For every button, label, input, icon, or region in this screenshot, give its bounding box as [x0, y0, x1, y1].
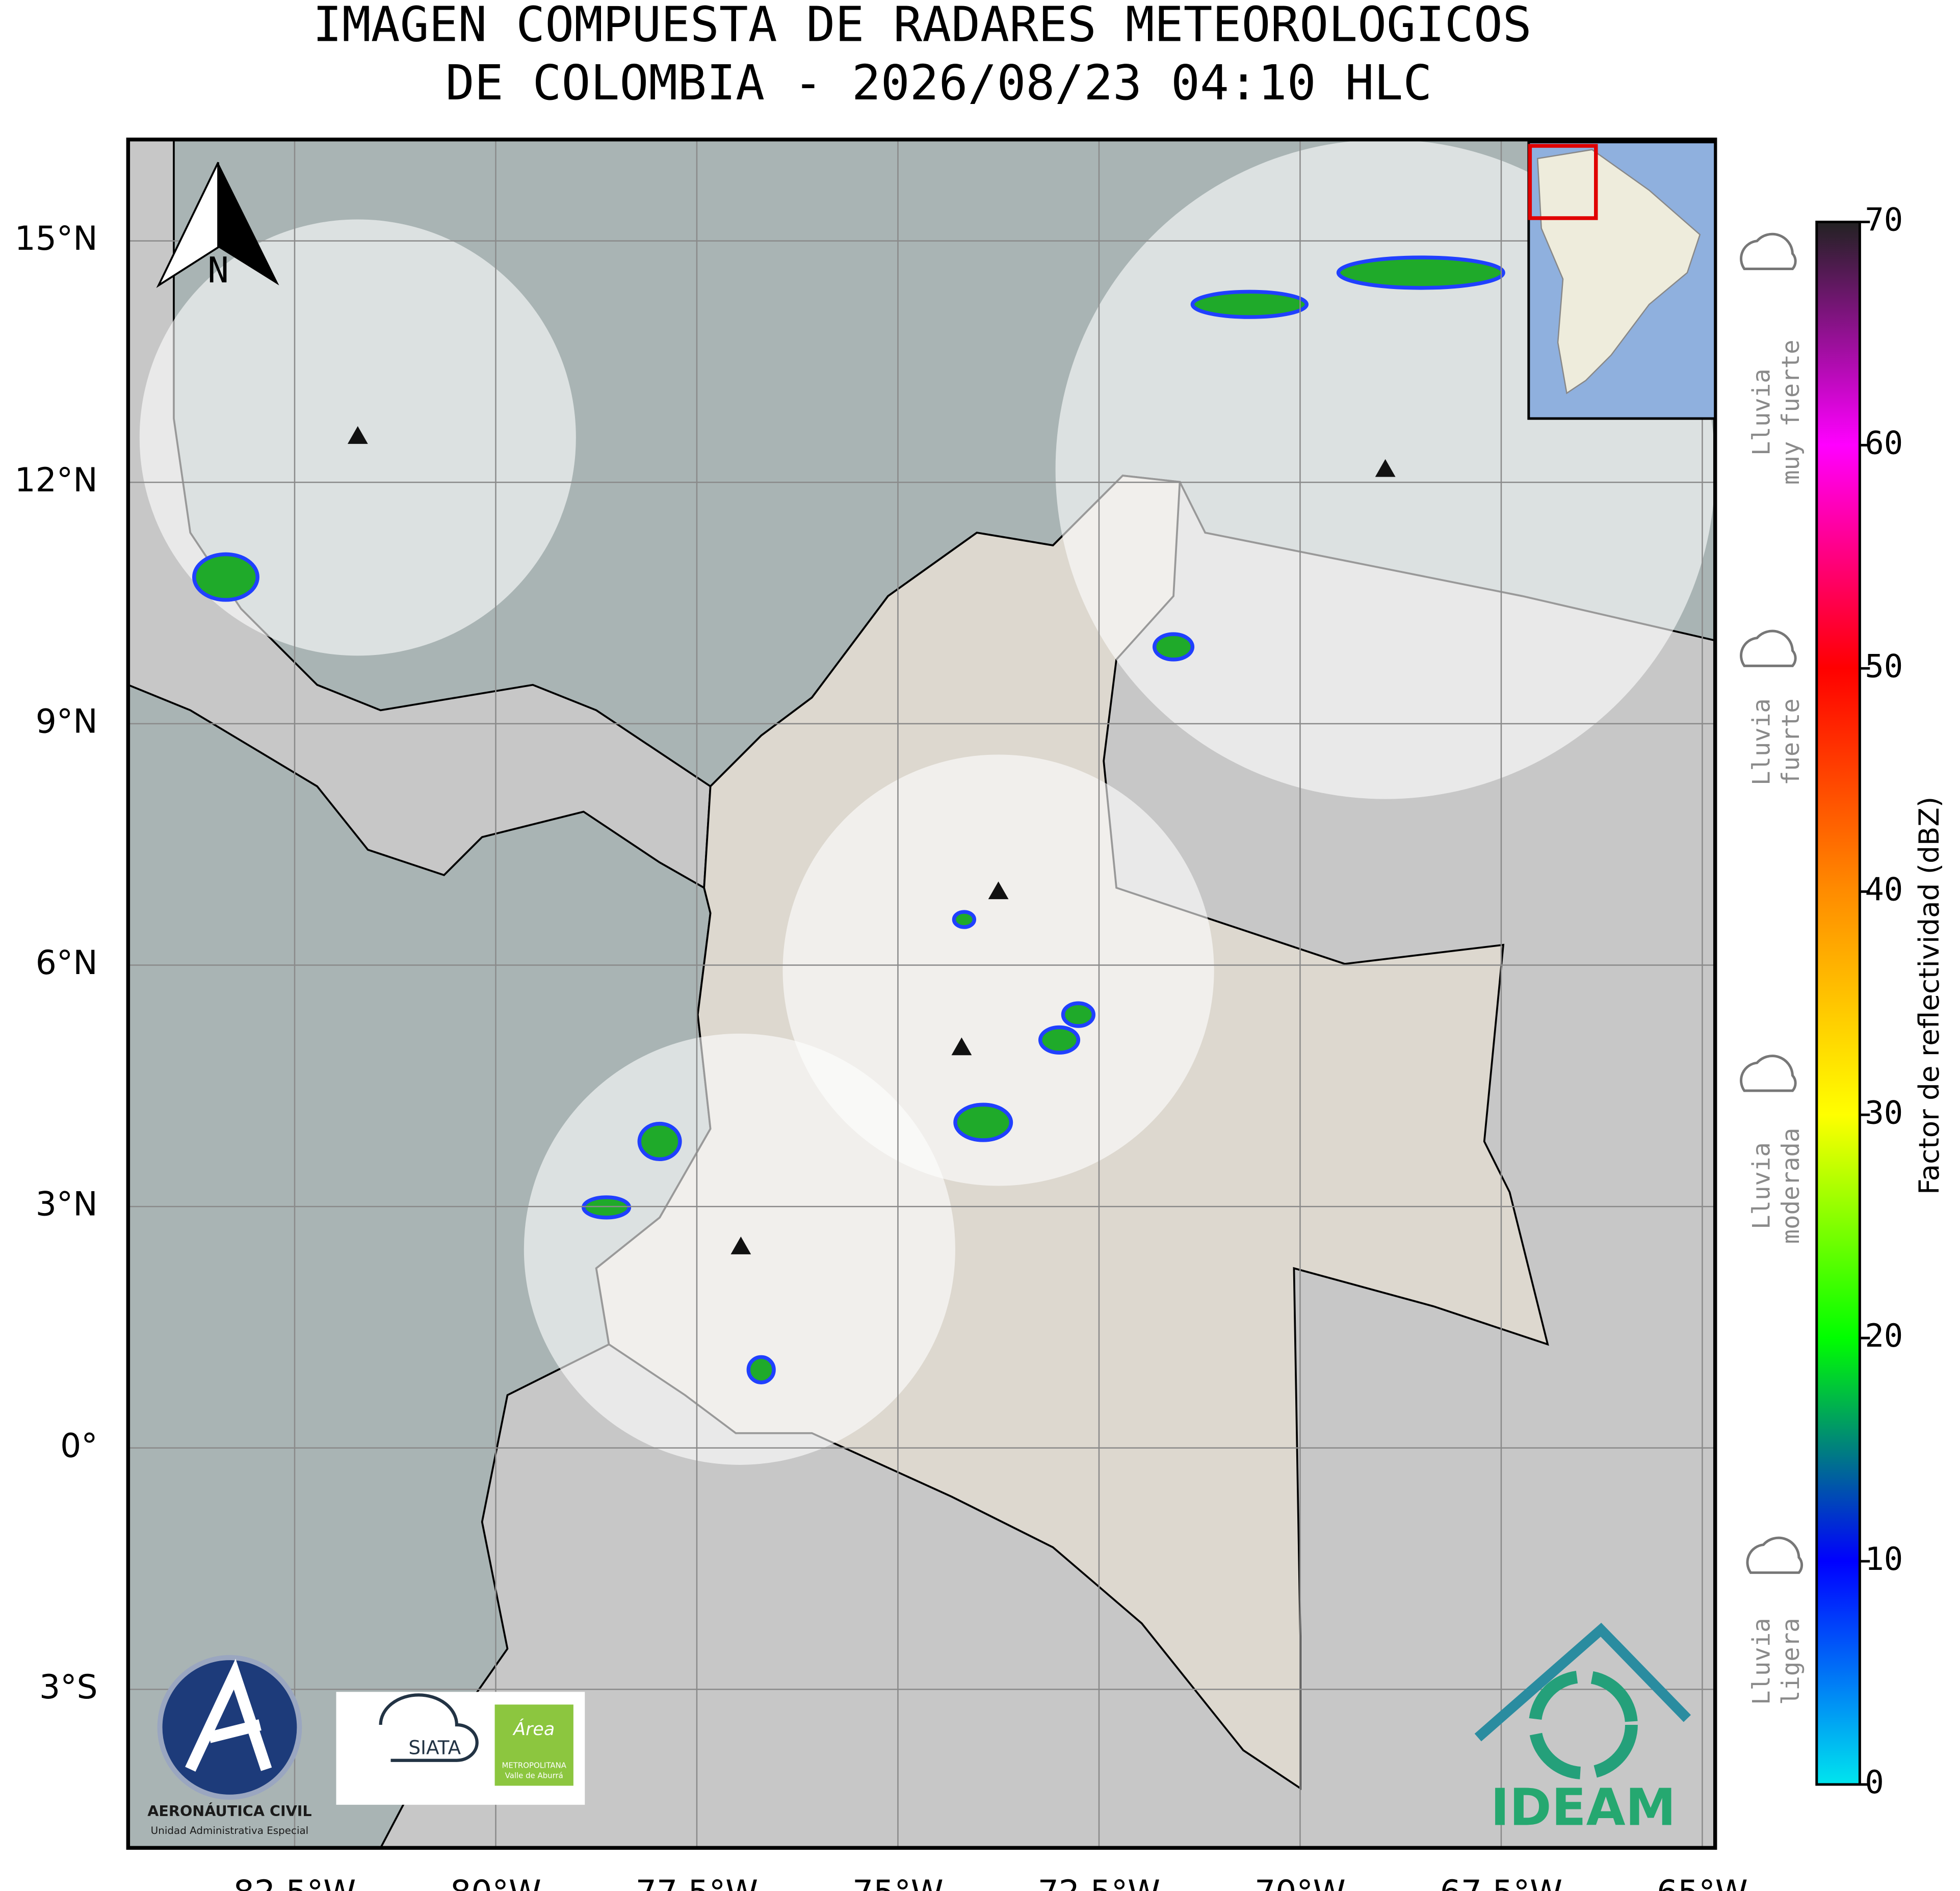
colorbar-tick-label: 50: [1865, 647, 1903, 685]
colorbar-tick-label: 60: [1865, 424, 1903, 461]
y-tick-label: 3°S: [39, 1668, 98, 1706]
colorbar: [1815, 220, 1861, 1786]
grid: [128, 139, 1715, 1848]
colorbar-tick-label: 10: [1865, 1540, 1903, 1578]
y-tick-label: 0°: [60, 1427, 98, 1465]
rain-icons: [1740, 232, 1804, 1574]
x-tick-label: 75°W: [852, 1874, 944, 1891]
echoes: [192, 255, 1505, 1384]
x-tick-label: 80°W: [450, 1874, 541, 1891]
colorbar-tick-label: 0: [1865, 1764, 1884, 1801]
title-line: IMAGEN COMPUESTA DE RADARES METEOROLOGIC…: [313, 0, 1532, 53]
rain-label: fuerte: [1777, 698, 1805, 785]
x-tick-label: 77.5°W: [636, 1874, 758, 1891]
y-tick-label: 6°N: [36, 944, 98, 982]
colorbar-tick-label: 40: [1865, 871, 1903, 908]
rain-label: ligera: [1777, 1618, 1805, 1705]
logo-text: SIATA: [408, 1736, 461, 1758]
inset-map: [1527, 141, 1717, 420]
rain-labels: Lluvia ligera Lluvia moderada Lluvia fue…: [1748, 339, 1805, 1705]
x-tick-label: 67.5°W: [1440, 1874, 1562, 1891]
colorbar-tick-label: 20: [1865, 1317, 1903, 1354]
x-tick-label: 72.5°W: [1038, 1874, 1160, 1891]
logo-text: IDEAM: [1491, 1779, 1676, 1837]
axis-ticks: 82.5°W 80°W 77.5°W 75°W 72.5°W 70°W 67.5°W 65°W…: [15, 220, 1748, 1891]
map-frame: [126, 137, 1717, 1850]
logo-text: METROPOLITANA: [502, 1761, 566, 1770]
logos: AERONÁUTICA CIVIL Unidad Administrativa …: [147, 1622, 1691, 1837]
rain-label: Lluvia: [1748, 698, 1776, 785]
logo-text: Unidad Administrativa Especial: [151, 1825, 309, 1836]
logo-text: Área: [512, 1718, 555, 1740]
rain-label: Lluvia: [1748, 369, 1776, 456]
rain-label: Lluvia: [1748, 1618, 1776, 1705]
x-tick-label: 65°W: [1657, 1874, 1748, 1891]
logo-text: Valle de Aburrá: [505, 1771, 563, 1780]
colorbar-label: Factor de reflectividad (dBZ): [1913, 797, 1945, 1195]
rain-label: muy fuerte: [1777, 339, 1805, 485]
rain-label: Lluvia: [1748, 1142, 1776, 1229]
rain-label: moderada: [1777, 1128, 1805, 1244]
north-label: N: [207, 250, 229, 291]
title-line: DE COLOMBIA - 2026/08/23 04:10 HLC: [446, 55, 1432, 111]
colorbar-tick-label: 30: [1865, 1094, 1903, 1131]
radar-sites: [347, 426, 1396, 1254]
radar-circle: [782, 754, 1214, 1186]
y-tick-label: 15°N: [15, 220, 98, 258]
colorbar-ticks: 0 10 20 30 40 50 60 70: [1860, 201, 1903, 1801]
y-tick-label: 9°N: [36, 702, 98, 741]
y-tick-label: 3°N: [36, 1186, 98, 1224]
y-tick-label: 12°N: [15, 461, 98, 500]
x-tick-label: 70°W: [1255, 1874, 1346, 1891]
basemap: [128, 139, 1715, 1848]
colorbar-tick-label: 70: [1865, 201, 1903, 239]
x-tick-label: 82.5°W: [233, 1874, 356, 1891]
logo-text: AERONÁUTICA CIVIL: [147, 1802, 311, 1820]
